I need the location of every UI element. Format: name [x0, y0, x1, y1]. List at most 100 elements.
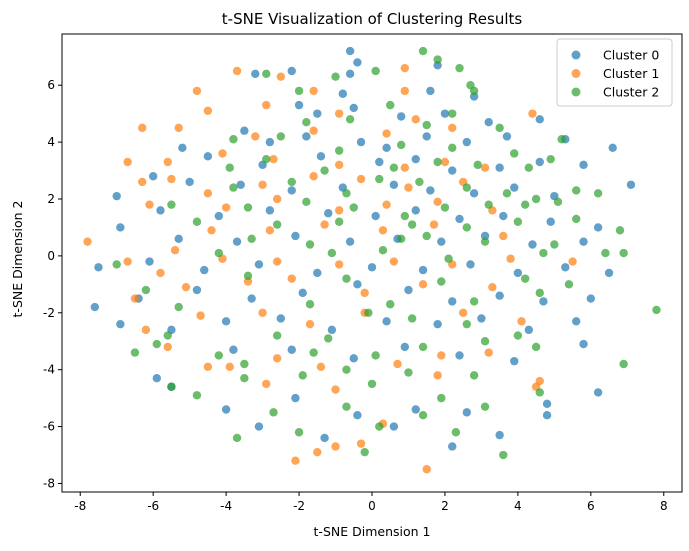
scatter-point-cluster-2	[342, 189, 351, 198]
scatter-point-cluster-2	[535, 288, 544, 298]
scatter-point-cluster-1	[499, 231, 508, 241]
scatter-point-cluster-0	[404, 285, 413, 295]
scatter-point-cluster-2	[294, 86, 304, 96]
x-tick-label: 4	[514, 499, 522, 513]
scatter-point-cluster-1	[196, 311, 205, 320]
scatter-point-cluster-1	[418, 280, 428, 289]
scatter-point-cluster-0	[437, 237, 446, 246]
scatter-point-cluster-0	[593, 388, 603, 397]
scatter-point-cluster-0	[294, 100, 304, 110]
scatter-point-cluster-1	[130, 294, 140, 303]
scatter-point-cluster-1	[389, 257, 399, 266]
scatter-point-cluster-2	[437, 393, 446, 403]
scatter-point-cluster-2	[557, 135, 566, 144]
scatter-point-cluster-0	[448, 442, 457, 451]
y-tick-label: 4	[47, 135, 55, 149]
scatter-point-cluster-1	[163, 157, 172, 167]
scatter-point-cluster-2	[433, 55, 442, 64]
scatter-point-cluster-2	[247, 234, 256, 244]
scatter-point-cluster-1	[313, 447, 322, 457]
scatter-point-cluster-0	[367, 263, 377, 272]
scatter-point-cluster-2	[276, 132, 286, 141]
scatter-point-cluster-1	[287, 274, 296, 283]
scatter-point-cluster-1	[334, 160, 344, 170]
x-tick-label: -2	[293, 499, 305, 513]
scatter-point-cluster-1	[123, 157, 132, 167]
scatter-point-cluster-2	[451, 428, 461, 437]
scatter-point-cluster-1	[203, 362, 213, 372]
scatter-point-cluster-2	[371, 351, 380, 360]
scatter-point-cluster-0	[221, 317, 231, 326]
scatter-point-cluster-2	[386, 100, 395, 110]
scatter-point-cluster-2	[513, 331, 523, 340]
scatter-point-cluster-1	[320, 220, 329, 229]
scatter-point-cluster-1	[269, 154, 278, 164]
scatter-point-cluster-1	[192, 86, 202, 96]
scatter-point-cluster-0	[254, 422, 264, 431]
scatter-point-cluster-2	[550, 240, 559, 249]
scatter-point-cluster-0	[400, 342, 410, 352]
scatter-point-cluster-2	[572, 214, 581, 224]
scatter-point-cluster-0	[448, 166, 457, 175]
scatter-point-cluster-1	[251, 132, 260, 141]
scatter-point-cluster-1	[334, 109, 344, 118]
scatter-point-cluster-1	[484, 348, 493, 357]
scatter-point-cluster-2	[262, 69, 271, 79]
scatter-point-cluster-0	[276, 314, 286, 323]
scatter-point-cluster-2	[163, 331, 172, 340]
scatter-point-cluster-0	[236, 180, 245, 189]
scatter-point-cluster-2	[535, 388, 544, 397]
x-axis-ticks: -8 -6 -4 -2 0 2 4 6 8	[74, 492, 668, 513]
scatter-point-cluster-0	[156, 206, 165, 215]
scatter-point-cluster-0	[214, 211, 224, 221]
scatter-point-cluster-2	[192, 217, 202, 226]
scatter-point-cluster-1	[272, 194, 282, 204]
scatter-point-cluster-2	[298, 371, 307, 380]
scatter-point-cluster-2	[243, 203, 253, 212]
scatter-point-cluster-0	[265, 137, 275, 147]
scatter-point-cluster-2	[404, 368, 413, 377]
scatter-point-cluster-1	[123, 257, 132, 266]
scatter-point-cluster-2	[229, 183, 238, 192]
scatter-point-cluster-0	[546, 217, 555, 226]
scatter-point-cluster-1	[145, 200, 154, 209]
scatter-point-cluster-0	[495, 430, 504, 440]
scatter-point-cluster-2	[214, 248, 224, 258]
scatter-point-cluster-2	[342, 274, 351, 283]
scatter-point-cluster-0	[396, 112, 406, 121]
scatter-point-cluster-0	[389, 422, 399, 431]
scatter-point-cluster-0	[200, 265, 209, 275]
scatter-point-cluster-1	[291, 456, 300, 465]
scatter-point-cluster-2	[462, 223, 472, 232]
scatter-point-cluster-0	[313, 109, 322, 118]
scatter-point-cluster-2	[531, 342, 541, 352]
scatter-point-cluster-2	[375, 422, 384, 431]
scatter-point-cluster-2	[378, 246, 388, 255]
scatter-point-cluster-0	[247, 294, 256, 303]
scatter-point-cluster-1	[334, 260, 344, 269]
scatter-point-cluster-0	[510, 356, 519, 366]
y-tick-label: -4	[43, 363, 55, 377]
scatter-point-cluster-1	[309, 86, 318, 96]
scatter-point-cluster-0	[353, 410, 362, 420]
scatter-point-cluster-1	[309, 126, 318, 135]
scatter-point-cluster-0	[345, 237, 355, 246]
scatter-point-cluster-0	[313, 268, 322, 278]
scatter-point-cluster-2	[473, 160, 482, 170]
scatter-point-cluster-0	[116, 223, 125, 232]
scatter-point-cluster-2	[396, 140, 406, 150]
scatter-point-cluster-0	[316, 152, 326, 161]
scatter-point-cluster-1	[331, 442, 340, 451]
scatter-point-cluster-0	[484, 117, 493, 127]
scatter-point-cluster-0	[345, 69, 355, 79]
scatter-point-cluster-2	[371, 66, 380, 76]
scatter-point-cluster-2	[480, 337, 490, 346]
scatter-point-cluster-2	[349, 203, 358, 212]
scatter-point-cluster-1	[309, 172, 318, 181]
scatter-point-cluster-1	[207, 226, 216, 235]
y-tick-label: -2	[43, 306, 55, 320]
scatter-point-cluster-2	[572, 186, 581, 195]
scatter-point-cluster-1	[258, 180, 267, 189]
scatter-point-cluster-2	[619, 248, 628, 258]
scatter-point-cluster-2	[499, 450, 508, 460]
